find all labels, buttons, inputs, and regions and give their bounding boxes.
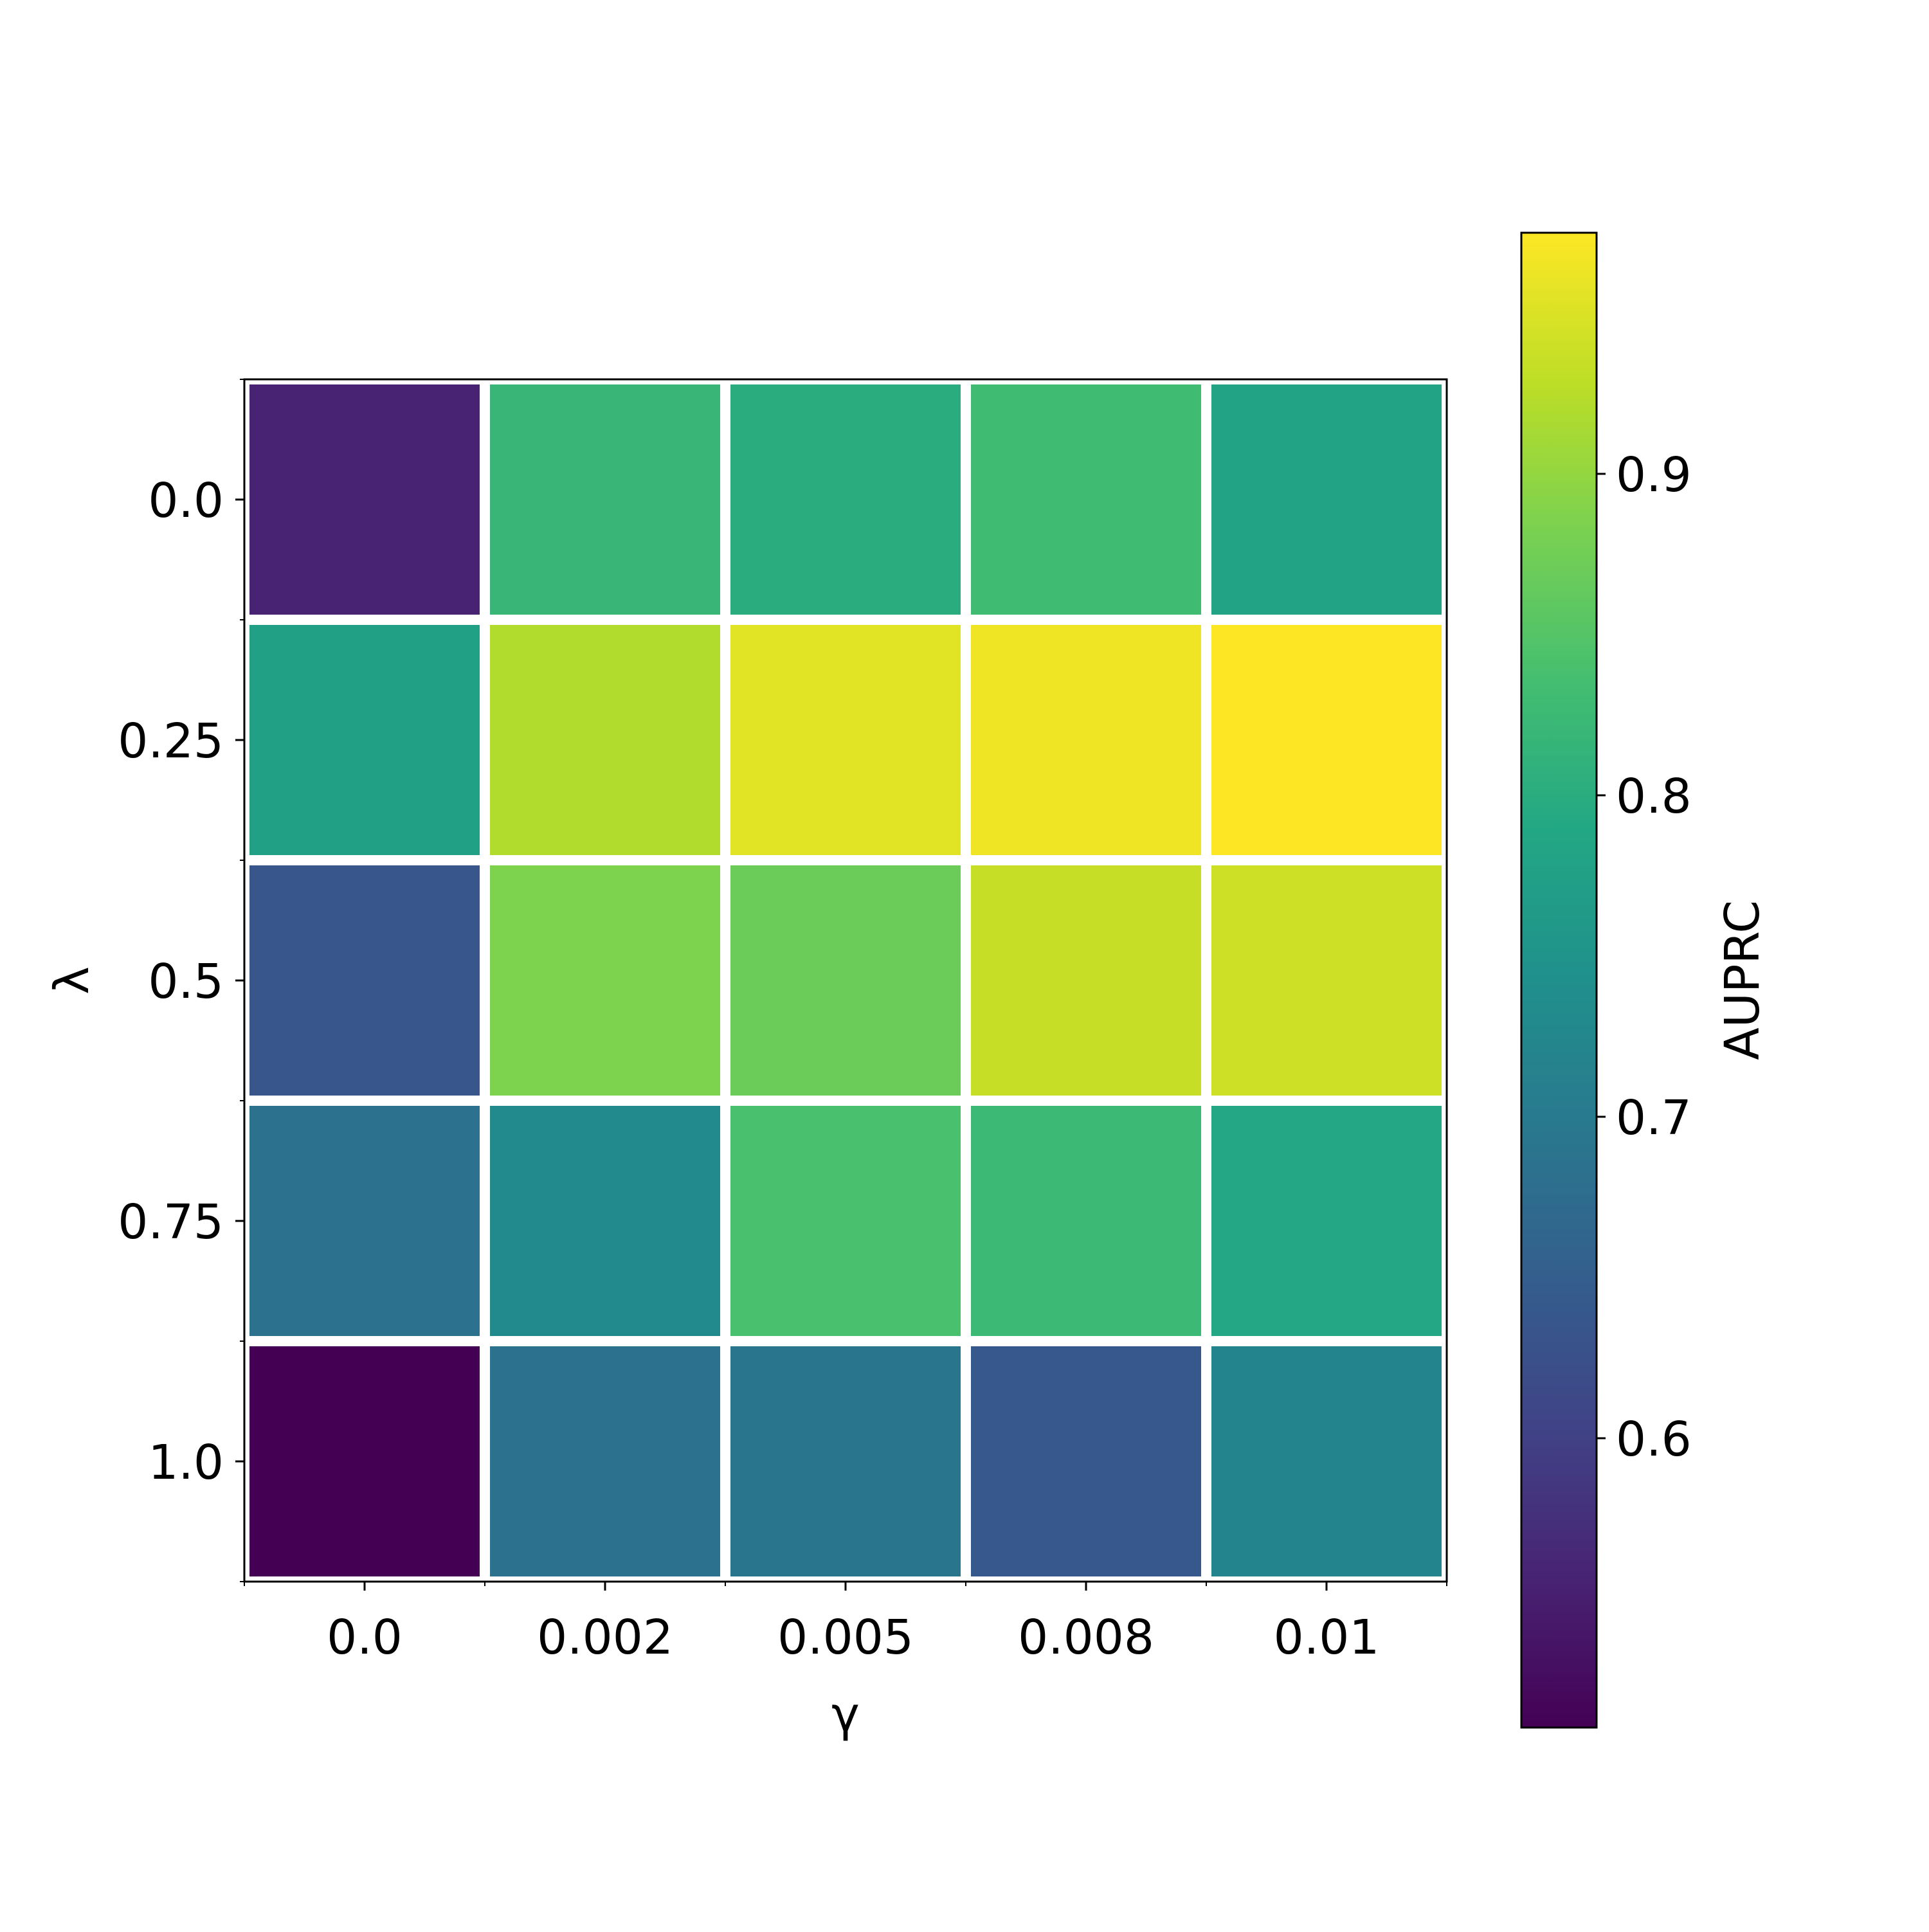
colorbar-tick-label: 0.7 [1616, 1090, 1692, 1146]
heatmap-cell-r0-c3 [971, 384, 1201, 615]
heatmap-cell-r2-c3 [971, 865, 1201, 1096]
x-tick-label: 0.002 [537, 1610, 673, 1665]
heatmap-cell-r0-c1 [490, 384, 720, 615]
y-tick-label: 0.0 [148, 473, 224, 528]
heatmap-cell-r4-c0 [249, 1346, 480, 1576]
heatmap-cell-r3-c3 [971, 1106, 1201, 1336]
colorbar-tick-label: 0.9 [1616, 447, 1692, 503]
heatmap-cell-r1-c4 [1211, 625, 1442, 855]
heatmap-cell-r1-c1 [490, 625, 720, 855]
heatmap-cell-r0-c4 [1211, 384, 1442, 615]
colorbar-ticks: 0.6 0.7 0.8 0.9 [1597, 447, 1692, 1467]
heatmap-cells [249, 384, 1442, 1576]
heatmap-cell-r4-c3 [971, 1346, 1201, 1576]
heatmap-cell-r4-c4 [1211, 1346, 1442, 1576]
colorbar-tick-label: 0.6 [1616, 1412, 1692, 1467]
heatmap-cell-r2-c4 [1211, 865, 1442, 1096]
colorbar-gradient [1520, 231, 1598, 1729]
heatmap-cell-r0-c0 [249, 384, 480, 615]
heatmap-cell-r2-c0 [249, 865, 480, 1096]
colorbar: 0.6 0.7 0.8 0.9 AUPRC [1520, 231, 1770, 1729]
x-tick-label: 0.0 [327, 1610, 403, 1665]
colorbar-tick-label: 0.8 [1616, 769, 1692, 824]
heatmap-cell-r1-c0 [249, 625, 480, 855]
y-tick-label: 0.75 [118, 1195, 224, 1250]
heatmap-cell-r1-c2 [730, 625, 961, 855]
heatmap-cell-r1-c3 [971, 625, 1201, 855]
y-axis-label: λ [44, 966, 100, 995]
axis-ticks: 0.0 0.002 0.005 0.008 0.01 0.0 0.25 0.5 0.75 1.0 [118, 379, 1447, 1665]
heatmap-cell-r2-c1 [490, 865, 720, 1096]
heatmap-cell-r3-c2 [730, 1106, 961, 1336]
y-tick-label: 0.25 [118, 714, 224, 769]
x-tick-label: 0.005 [777, 1610, 914, 1665]
heatmap-cell-r3-c4 [1211, 1106, 1442, 1336]
y-tick-label: 0.5 [148, 954, 224, 1009]
heatmap-cell-r4-c1 [490, 1346, 720, 1576]
heatmap-cell-r3-c1 [490, 1106, 720, 1336]
heatmap-cell-r3-c0 [249, 1106, 480, 1336]
heatmap-cell-r4-c2 [730, 1346, 961, 1576]
colorbar-label: AUPRC [1715, 900, 1770, 1060]
y-tick-label: 1.0 [148, 1435, 224, 1490]
heatmap-cell-r2-c2 [730, 865, 961, 1096]
x-tick-label: 0.01 [1274, 1610, 1380, 1665]
x-axis-label: γ [831, 1687, 860, 1742]
heatmap-cell-r0-c2 [730, 384, 961, 615]
x-tick-label: 0.008 [1018, 1610, 1154, 1665]
